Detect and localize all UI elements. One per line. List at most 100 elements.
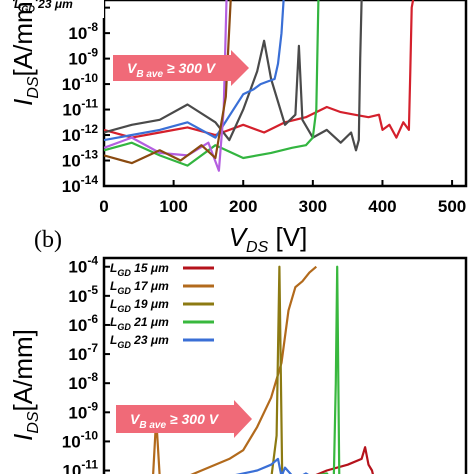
panel-a-x-axis-title: VDS [V] <box>229 222 308 256</box>
panel-a-x-tick-label: 400 <box>368 197 396 216</box>
y-tick-exponent: -7 <box>87 341 98 355</box>
panel-b-plot-frame <box>102 256 468 474</box>
panel-a-series-group <box>104 0 415 172</box>
panel-a-y-tick-label: 10-12 <box>62 122 99 145</box>
y-tick-exponent: -12 <box>81 122 99 136</box>
axis-unit: [A/mm] <box>8 329 38 411</box>
panel-a-arrow-shape <box>113 50 249 86</box>
legend-rest: 19 μm <box>131 297 169 311</box>
panel-a-legend-text: LGD 23 μm <box>14 0 73 14</box>
panel-a-series-6-line <box>104 0 232 165</box>
y-tick-exponent: -10 <box>81 428 99 442</box>
panel-b-legend-item-1-text: LGD 15 μm <box>110 261 169 278</box>
panel-b-y-axis-title: IDS[A/mm] <box>8 329 42 441</box>
y-tick-base: 10 <box>62 75 81 94</box>
panel-b-arrow-shape <box>116 400 252 438</box>
axis-unit: [V] <box>268 222 307 252</box>
legend-sub: GD <box>117 286 131 296</box>
y-tick-base: 10 <box>68 258 87 277</box>
panel-b-annotation: VB ave ≥ 300 V <box>116 400 252 438</box>
panel-b-series-5-line <box>235 457 309 474</box>
axis-sub: DS <box>246 239 269 256</box>
panel-b-series-group <box>152 265 374 474</box>
legend-sub: GD <box>21 4 35 14</box>
panel-a-series-2-line <box>104 0 363 152</box>
y-tick-base: 10 <box>68 287 87 306</box>
y-tick-exponent: -5 <box>87 283 98 297</box>
legend-rest: 15 μm <box>131 261 169 275</box>
panel-a-legend-bg <box>0 0 104 18</box>
legend-l: L <box>110 333 117 347</box>
panel-b-label: (b) <box>34 227 62 253</box>
y-tick-exponent: -11 <box>81 458 98 472</box>
y-tick-base: 10 <box>62 126 81 145</box>
panel-a-x-tick-label: 200 <box>229 197 257 216</box>
y-tick-exponent: -11 <box>81 97 98 111</box>
annot-sub: B ave <box>136 69 163 80</box>
panel-a-x-tick-label: 100 <box>159 197 187 216</box>
y-tick-base: 10 <box>68 374 87 393</box>
legend-sub: GD <box>117 304 131 314</box>
panel-b-legend-item-4-text: LGD 21 μm <box>110 315 169 332</box>
legend-sub: GD <box>117 340 131 350</box>
y-tick-exponent: -8 <box>87 370 98 384</box>
panel-b-y-tick-label: 10-11 <box>62 458 98 474</box>
panel-a-x-tick-label: 300 <box>299 197 327 216</box>
y-tick-base: 10 <box>68 345 87 364</box>
panel-b-y-title-text: IDS[A/mm] <box>8 329 42 441</box>
y-tick-exponent: -4 <box>87 254 98 268</box>
axis-main: I <box>8 99 38 106</box>
panel-a-x-tick-label: 500 <box>438 197 466 216</box>
y-tick-base: 10 <box>62 101 81 120</box>
axis-main: I <box>8 434 38 441</box>
annot-rest: ≥ 300 V <box>166 411 220 427</box>
legend-l: L <box>14 0 21 11</box>
panel-b-y-tick-label: 10-9 <box>68 399 98 422</box>
panel-a-y-tick-label: 10-9 <box>68 46 98 69</box>
panel-a-y-tick-label: 10-13 <box>62 148 99 171</box>
legend-l: L <box>110 297 117 311</box>
panel-b-legend-item-5-text: LGD 23 μm <box>110 333 169 350</box>
legend-rest: 17 μm <box>131 279 169 293</box>
panel-a-plot-frame <box>102 0 468 188</box>
axis-main: V <box>229 222 249 252</box>
y-tick-base: 10 <box>62 152 81 171</box>
legend-rest: 21 μm <box>131 315 169 329</box>
panel-a-arrow-text: VB ave ≥ 300 V <box>127 60 217 80</box>
y-tick-exponent: -9 <box>87 46 98 60</box>
legend-sub: GD <box>117 322 131 332</box>
legend-rest: 23 μm <box>131 333 169 347</box>
panel-a-y-tick-label: 10-14 <box>62 173 99 196</box>
annot-v: V <box>127 60 138 76</box>
panel-b-y-tick-label: 10-4 <box>68 254 98 277</box>
y-tick-exponent: -10 <box>81 71 99 85</box>
panel-b-arrow-text: VB ave ≥ 300 V <box>130 411 220 431</box>
panel-a-x-ticks: 0 100 200 300 400 500 <box>99 180 466 216</box>
y-tick-base: 10 <box>68 316 87 335</box>
legend-l: L <box>110 261 117 275</box>
y-tick-exponent: -13 <box>81 148 99 162</box>
legend-rest: 23 μm <box>35 0 73 11</box>
axis-sub: DS <box>25 76 42 99</box>
y-tick-exponent: -6 <box>87 312 98 326</box>
panel-b-series-2-line <box>152 265 318 474</box>
y-tick-base: 10 <box>68 403 87 422</box>
axis-sub: DS <box>25 411 42 434</box>
panel-a-legend-fragment: LGD 23 μm <box>0 0 104 18</box>
y-tick-exponent: -9 <box>87 399 98 413</box>
panel-a-y-tick-label: 10-10 <box>62 71 99 94</box>
y-tick-base: 10 <box>62 432 81 451</box>
panel-b-series-3-line <box>270 265 284 474</box>
panel-a-y-axis-title: IDS[A/mm] <box>8 0 42 106</box>
y-tick-exponent: -14 <box>81 173 99 187</box>
panel-a-x-title-text: VDS [V] <box>229 222 308 256</box>
panel-a-y-tick-label: 10-8 <box>68 20 98 43</box>
legend-l: L <box>110 315 117 329</box>
panel-a-series-3-line <box>104 0 285 142</box>
y-tick-exponent: -8 <box>87 20 98 34</box>
